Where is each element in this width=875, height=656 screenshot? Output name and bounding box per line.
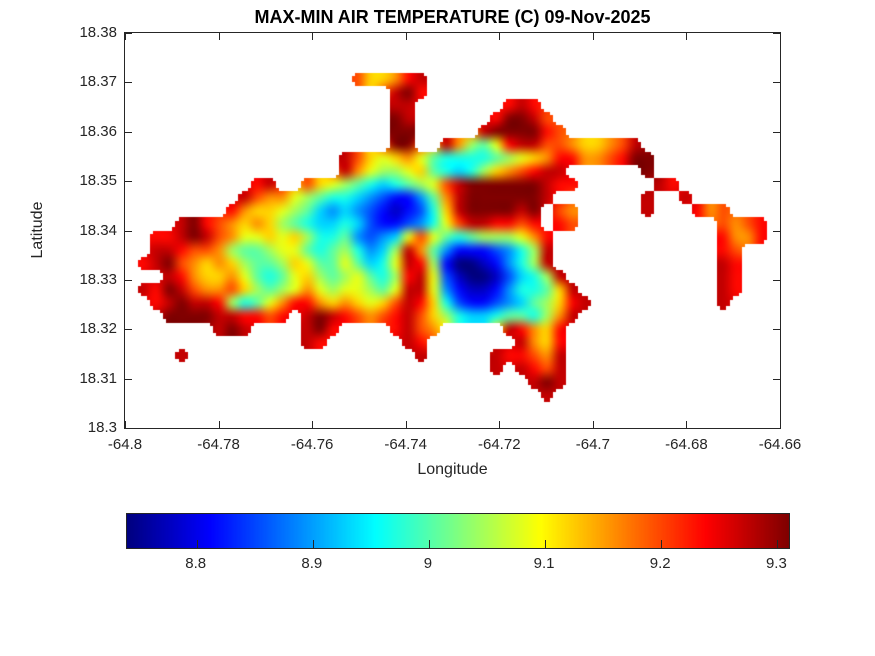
y-tick-left [125,131,132,133]
plot-title: MAX-MIN AIR TEMPERATURE (C) 09-Nov-2025 [254,7,651,27]
x-tick-label: -64.66 [758,436,802,453]
y-tick-left [125,32,132,34]
y-tick-label: 18.31 [79,369,117,387]
y-tick-label: 18.35 [79,172,117,190]
x-tick-bottom [218,421,220,428]
y-tick-left [125,230,132,232]
x-tick-top [124,33,126,40]
x-tick-top [218,33,220,40]
x-tick-bottom [405,421,407,428]
colorbar-tick [312,540,314,548]
y-tick-left [125,328,132,330]
y-tick-right [773,328,780,330]
y-tick-right [773,427,780,429]
y-tick-left [125,378,132,380]
x-tick-top [405,33,407,40]
x-tick-top [592,33,594,40]
y-tick-right [773,81,780,83]
plot-area [124,32,781,429]
colorbar-tick-label: 9.2 [649,555,671,572]
colorbar-canvas [127,514,789,548]
x-tick-label: -64.7 [575,436,610,453]
colorbar-tick [660,540,662,548]
x-axis-label: Longitude [417,461,488,478]
y-tick-right [773,378,780,380]
colorbar-tick [428,540,430,548]
y-tick-left [125,81,132,83]
x-tick-top [779,33,781,40]
x-tick-bottom [124,421,126,428]
x-tick-label: -64.72 [478,436,521,453]
x-tick-bottom [592,421,594,428]
x-tick-top [685,33,687,40]
y-tick-right [773,279,780,281]
colorbar-tick-label: 9.1 [533,555,555,572]
y-tick-right [773,230,780,232]
y-tick-right [773,32,780,34]
y-tick-left [125,427,132,429]
y-tick-label: 18.32 [79,320,117,338]
colorbar-tick-label: 9.3 [765,555,787,572]
y-tick-label: 18.36 [79,122,117,140]
y-tick-label: 18.34 [79,221,117,239]
colorbar-tick [196,540,198,548]
y-tick-left [125,180,132,182]
colorbar-tick-label: 9 [423,555,433,572]
y-tick-right [773,180,780,182]
y-tick-label: 18.37 [79,73,117,91]
x-tick-label: -64.68 [665,436,708,453]
colorbar-tick-label: 8.8 [185,555,207,572]
colorbar [126,513,790,549]
x-tick-top [311,33,313,40]
x-tick-bottom [685,421,687,428]
x-tick-label: -64.74 [384,436,427,453]
y-tick-label: 18.33 [79,270,117,288]
y-tick-label: 18.3 [87,419,117,436]
x-tick-bottom [498,421,500,428]
x-tick-label: -64.8 [107,436,143,453]
y-tick-left [125,279,132,281]
colorbar-tick-label: 8.9 [301,555,323,572]
colorbar-tick [544,540,546,548]
x-tick-bottom [779,421,781,428]
colorbar-tick [776,540,778,548]
heatmap-canvas [125,33,780,428]
x-tick-label: -64.78 [197,436,240,453]
y-tick-right [773,131,780,133]
x-tick-label: -64.76 [290,436,334,453]
x-tick-top [498,33,500,40]
x-tick-bottom [311,421,313,428]
y-tick-label: 18.38 [79,24,117,41]
